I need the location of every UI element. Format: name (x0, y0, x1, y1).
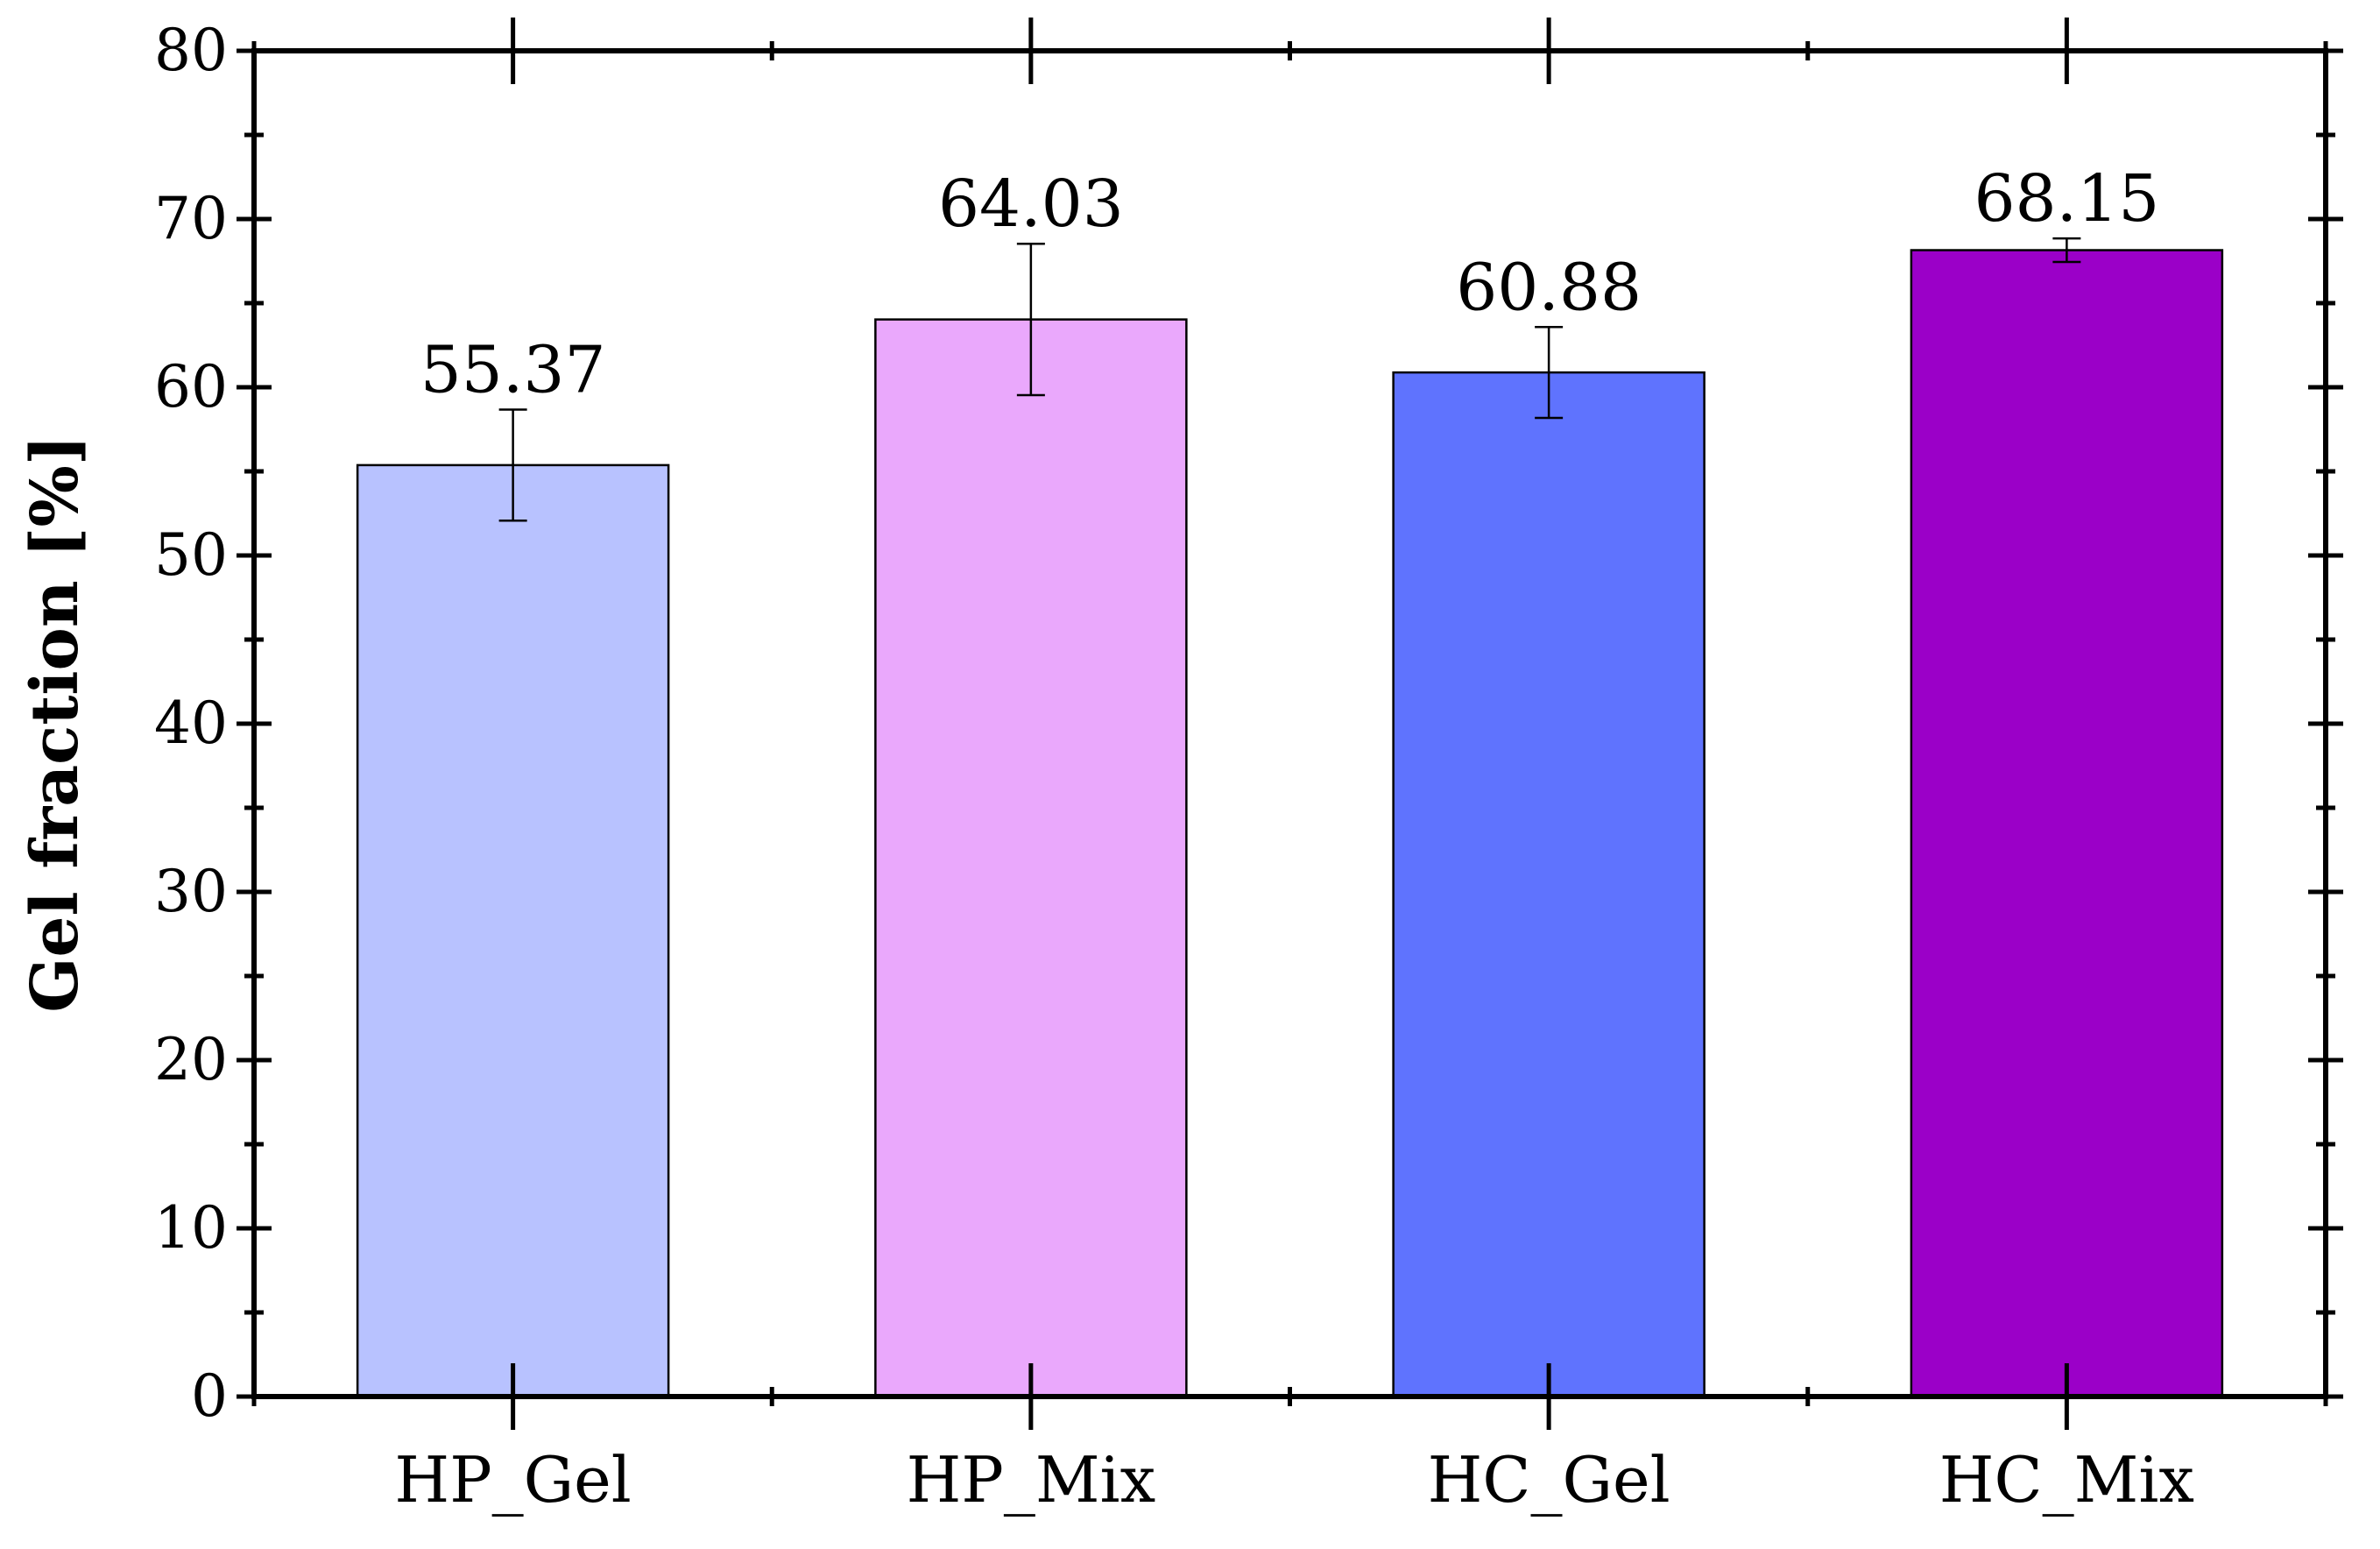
error-bar-hc-mix (2052, 237, 2081, 264)
y-tick-label: 10 (154, 1194, 228, 1262)
y-tick-label: 40 (154, 690, 228, 757)
x-tick-label-hp-gel: HP_Gel (394, 1443, 631, 1517)
y-tick-label: 50 (154, 521, 228, 589)
x-tick-label-hp-mix: HP_Mix (907, 1443, 1156, 1517)
data-label-hc-gel: 60.88 (1456, 250, 1642, 325)
data-label-hp-gel: 55.37 (420, 333, 606, 408)
bars-layer (356, 249, 2224, 1398)
labels-layer: 55.37 HP_Gel 64.03 HP_Mix 60.88 HC_Gel 68.15 HC… (154, 17, 2194, 1517)
y-tick-label: 30 (154, 858, 228, 925)
y-axis-title: Gel fraction [%] (18, 435, 93, 1013)
error-bar-hc-gel (1535, 326, 1564, 420)
error-bar-hp-mix (1016, 242, 1045, 397)
y-tick-label: 20 (154, 1026, 228, 1093)
y-tick-label: 70 (154, 185, 228, 252)
bar-hc-mix (1910, 249, 2224, 1398)
y-tick-label: 60 (154, 353, 228, 421)
bar-hc-gel (1392, 371, 1706, 1398)
x-tick-label-hc-mix: HC_Mix (1939, 1443, 2194, 1517)
bar-hp-gel (356, 463, 670, 1398)
bar-hp-mix (874, 318, 1188, 1398)
error-bars-layer (498, 237, 2081, 522)
data-label-hc-mix: 68.15 (1974, 161, 2159, 237)
error-bar-hp-gel (498, 408, 527, 522)
y-tick-label: 0 (191, 1362, 228, 1430)
data-label-hp-mix: 64.03 (938, 166, 1124, 242)
axis-ticks (237, 18, 2343, 1430)
x-tick-label-hc-gel: HC_Gel (1428, 1443, 1670, 1517)
y-tick-label: 80 (154, 17, 228, 84)
